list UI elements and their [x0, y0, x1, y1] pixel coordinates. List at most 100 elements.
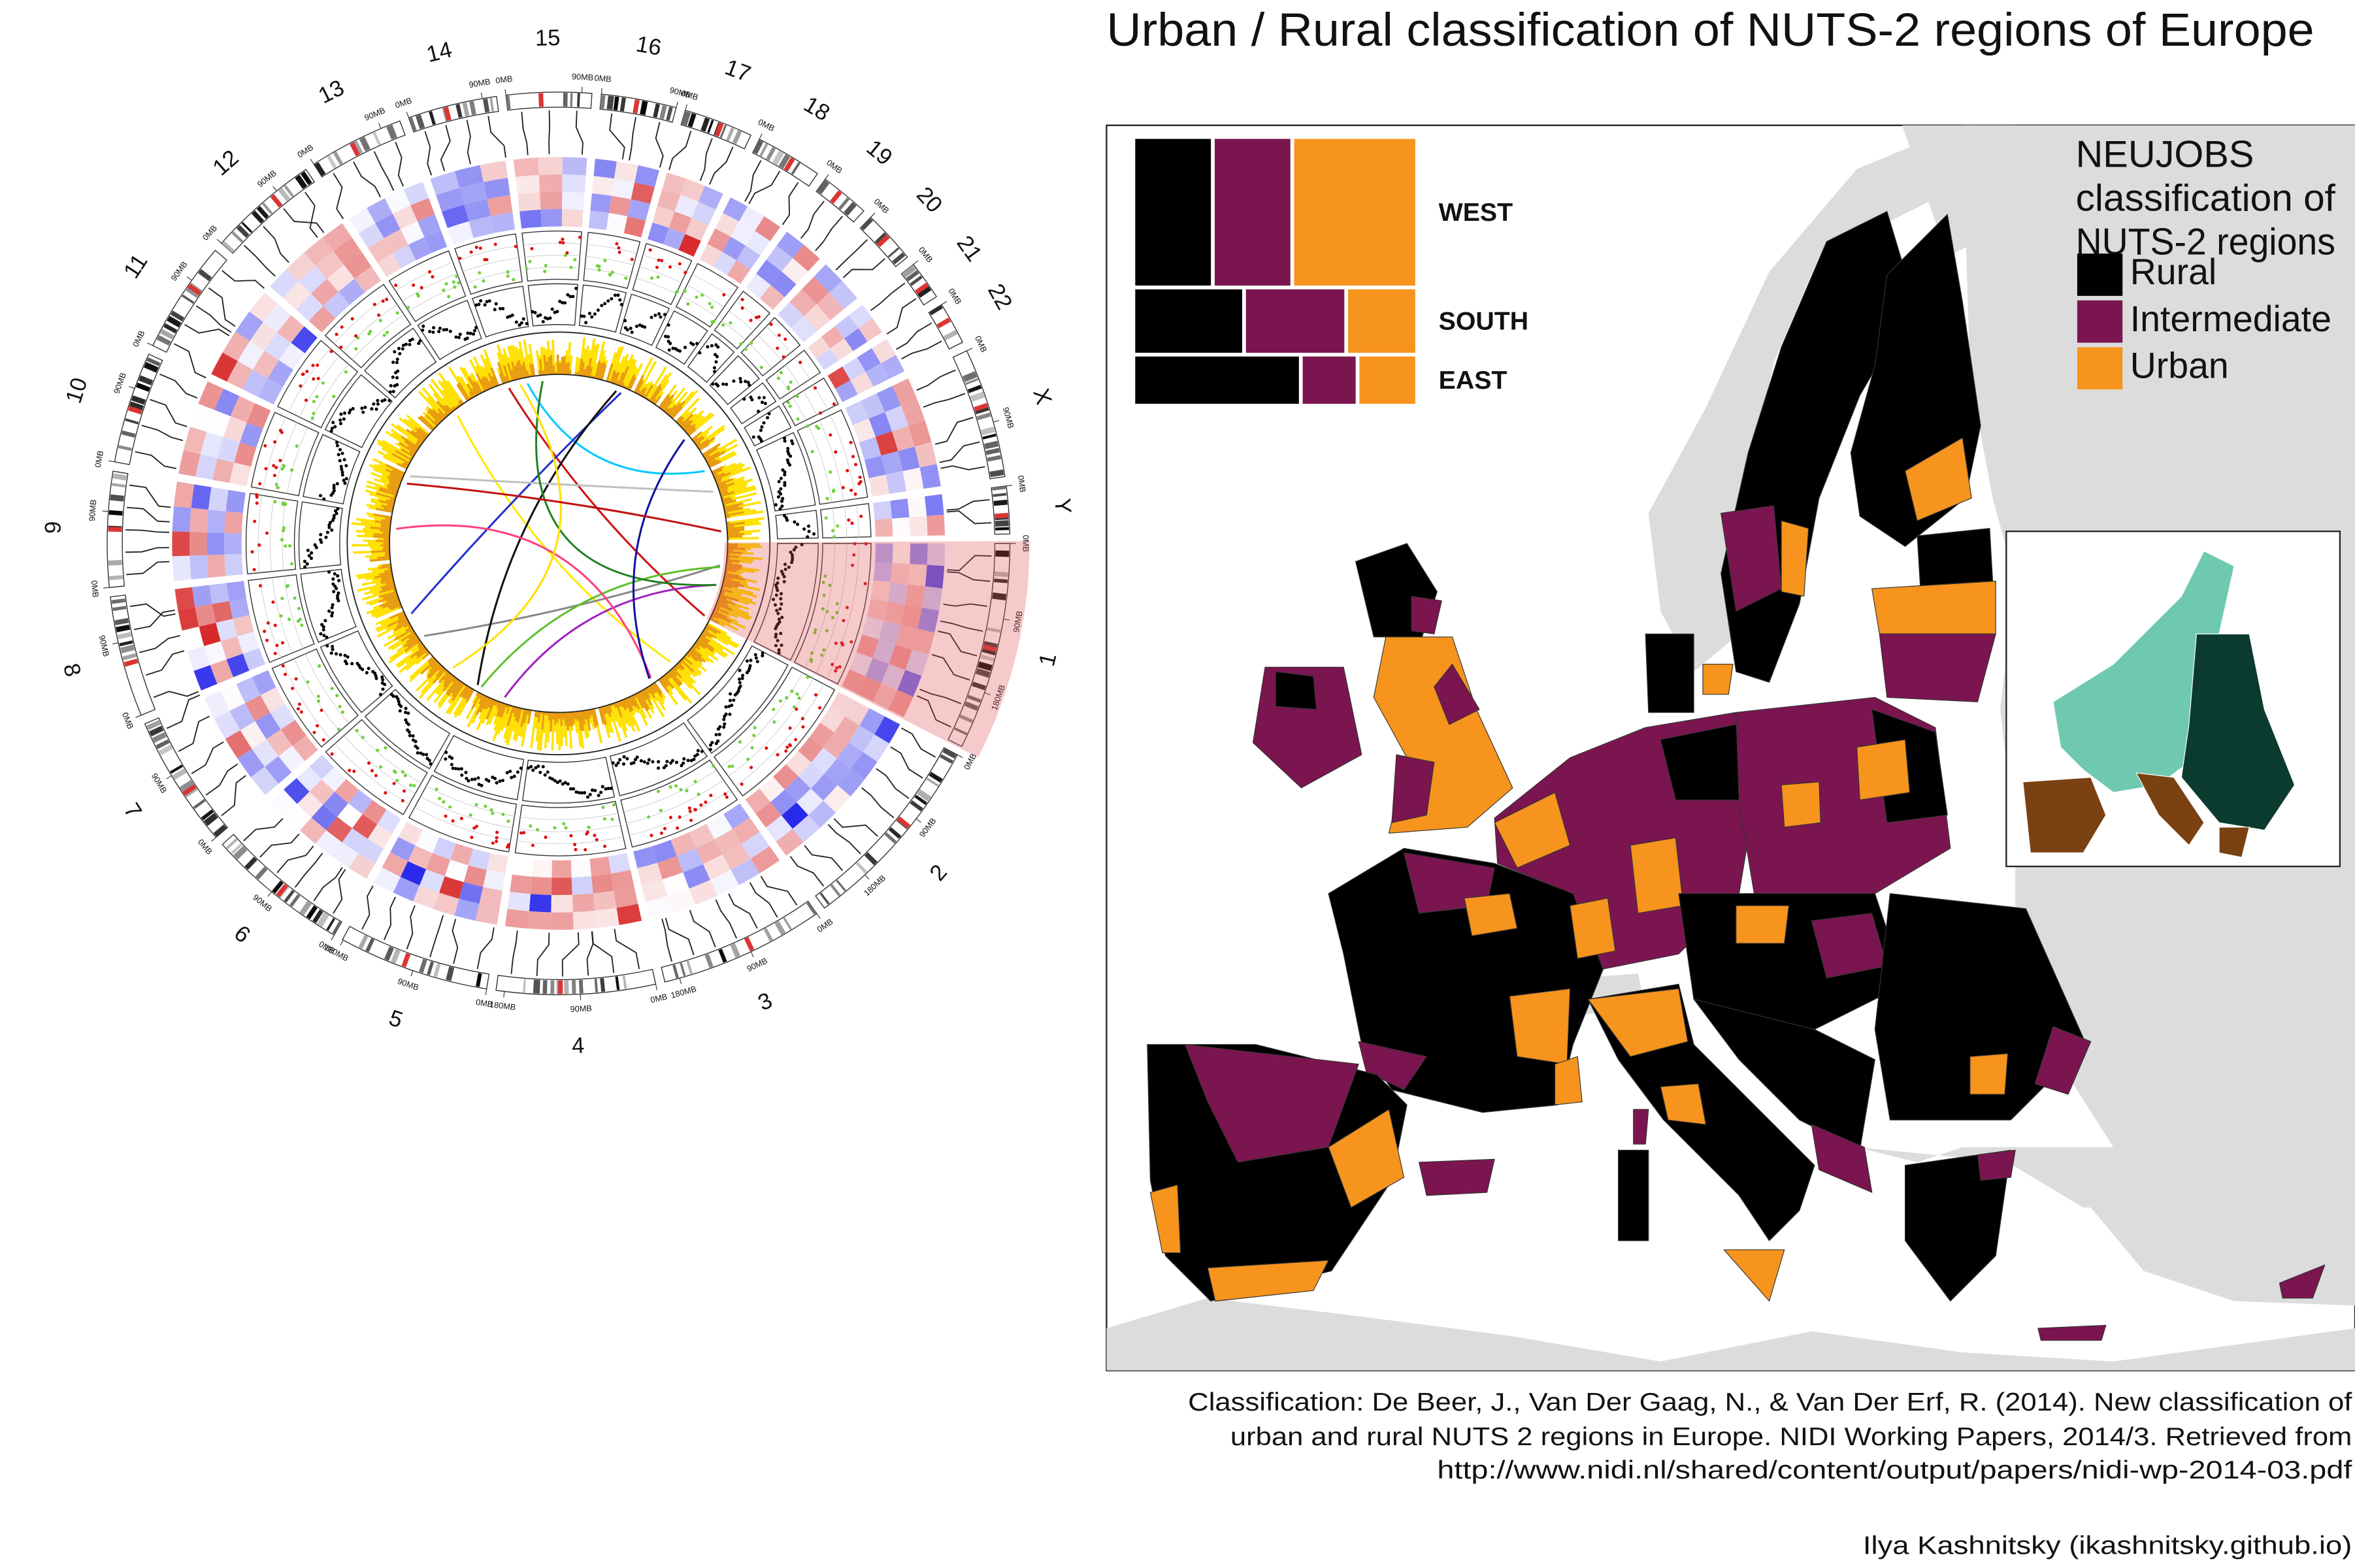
histogram-bar: [420, 415, 435, 430]
red-point: [531, 843, 535, 847]
red-point: [863, 581, 867, 585]
track-frame: [320, 630, 393, 713]
histogram-bar: [519, 708, 526, 727]
histogram-bar: [395, 644, 425, 667]
histogram-bar: [514, 707, 520, 721]
black-point: [527, 766, 531, 770]
histogram-bar: [695, 436, 705, 445]
track-grid: [623, 770, 717, 813]
green-point: [697, 792, 700, 796]
histogram-bar: [727, 551, 743, 555]
histogram-bar: [704, 627, 710, 632]
heatmap-cell: [872, 683, 898, 710]
ideogram-band: [992, 485, 1006, 491]
heatmap-cell: [540, 209, 563, 227]
black-point: [533, 311, 537, 315]
heatmap-cell: [246, 403, 271, 429]
black-point: [421, 753, 425, 757]
green-point: [442, 288, 446, 292]
histogram-bar: [386, 499, 395, 504]
green-point: [721, 323, 725, 327]
histogram-bar: [676, 663, 684, 672]
red-point: [273, 623, 277, 627]
ideogram-band: [640, 101, 648, 116]
red-point: [776, 753, 780, 757]
heatmap-cell: [382, 852, 408, 877]
track-frame: [775, 510, 819, 540]
track-frame: [521, 757, 616, 804]
link-track-line: [886, 298, 917, 335]
link-track-line: [715, 899, 738, 939]
black-point: [335, 440, 338, 444]
region-rural: [1645, 633, 1694, 713]
black-point: [762, 396, 766, 400]
histogram-bar: [397, 614, 406, 620]
ideogram-band: [600, 95, 606, 109]
green-point: [710, 305, 714, 309]
heatmap-cell: [865, 658, 889, 683]
black-point: [599, 791, 603, 794]
heatmap-cell: [614, 161, 638, 182]
region-urban: [1630, 837, 1684, 914]
histogram-bar: [714, 608, 719, 613]
region-urban: [1554, 1056, 1583, 1105]
black-point: [571, 295, 575, 299]
histogram-bar: [451, 680, 462, 694]
histogram-bar: [613, 702, 628, 738]
green-point: [438, 796, 442, 800]
black-point: [553, 779, 557, 783]
track-grid: [721, 320, 746, 340]
black-point: [338, 459, 342, 463]
region-urban: [1969, 1053, 2009, 1095]
green-point: [442, 800, 446, 804]
heatmap-cell: [908, 564, 927, 587]
region-intermediate: [1633, 1109, 1649, 1145]
heatmap-cell: [827, 367, 851, 389]
black-point: [336, 596, 340, 600]
red-point: [530, 247, 534, 251]
red-point: [263, 444, 267, 448]
histogram-bar: [725, 568, 736, 573]
red-point: [593, 834, 597, 838]
histogram-bar: [715, 478, 722, 482]
histogram-bar: [387, 567, 392, 570]
green-point: [406, 306, 410, 310]
green-point: [474, 803, 478, 807]
black-point: [474, 303, 478, 307]
mb-tick: [825, 174, 829, 180]
black-point: [780, 570, 783, 574]
mb-tick-label: 0MB: [93, 450, 105, 468]
black-point: [792, 547, 796, 552]
black-point: [732, 379, 736, 383]
heatmap-cell: [591, 874, 614, 894]
histogram-bar: [406, 634, 418, 644]
black-point: [618, 758, 622, 762]
black-point: [303, 559, 306, 563]
black-point: [538, 770, 542, 774]
histogram-bar: [638, 691, 650, 710]
green-point: [484, 804, 487, 808]
histogram-bar: [627, 374, 636, 390]
black-point: [794, 546, 798, 549]
histogram-bar: [661, 394, 675, 411]
red-point: [841, 485, 845, 489]
green-point: [712, 319, 716, 323]
heatmap-cell: [362, 800, 387, 825]
heatmap-cell: [707, 228, 731, 252]
black-point: [749, 659, 753, 662]
green-point: [298, 617, 302, 621]
histogram-bar: [691, 645, 714, 664]
histogram-bar: [475, 695, 487, 716]
green-point: [744, 347, 748, 351]
histogram-bar: [725, 510, 764, 519]
heatmap-cell: [785, 751, 812, 777]
green-point: [536, 828, 540, 832]
mb-tick: [216, 238, 222, 244]
heatmap-cell: [859, 436, 881, 461]
histogram-bar: [593, 363, 599, 378]
histogram-bar: [543, 711, 547, 734]
ideogram-band: [766, 146, 776, 161]
black-point: [708, 747, 712, 751]
heatmap-cell: [791, 316, 817, 342]
histogram-bar: [720, 590, 725, 593]
